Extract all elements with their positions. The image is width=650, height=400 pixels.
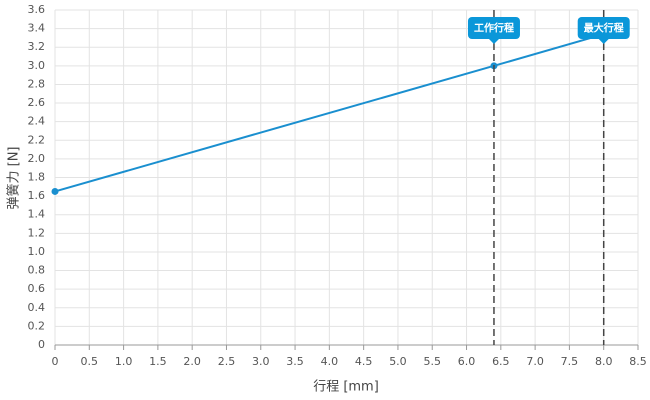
annotation-pointer bbox=[488, 39, 499, 44]
x-tick-label: 6.5 bbox=[492, 355, 510, 368]
annotation-label: 工作行程 bbox=[467, 17, 520, 44]
x-tick-label: 4.5 bbox=[355, 355, 373, 368]
x-tick-label: 2.5 bbox=[218, 355, 236, 368]
x-tick-label: 7.0 bbox=[526, 355, 544, 368]
x-tick-label: 2.0 bbox=[183, 355, 201, 368]
y-tick-label: 0.8 bbox=[28, 264, 46, 277]
x-axis-title: 行程 [mm] bbox=[313, 380, 379, 395]
y-tick-label: 1.8 bbox=[28, 171, 46, 184]
y-tick-label: 2.2 bbox=[28, 133, 46, 146]
x-tick-label: 7.5 bbox=[561, 355, 579, 368]
y-tick-label: 0.6 bbox=[28, 282, 46, 295]
y-axis-title: 弹簧力 [N] bbox=[6, 146, 22, 209]
x-tick-label: 8.0 bbox=[595, 355, 613, 368]
y-tick-label: 2.6 bbox=[28, 96, 46, 109]
y-tick-label: 3.2 bbox=[28, 40, 46, 53]
y-tick-label: 2.4 bbox=[28, 115, 46, 128]
y-tick-label: 0 bbox=[38, 338, 45, 351]
y-tick-label: 3.6 bbox=[28, 3, 46, 16]
y-tick-label: 0.4 bbox=[28, 301, 46, 314]
x-tick-label: 4.0 bbox=[321, 355, 339, 368]
x-tick-label: 3.5 bbox=[286, 355, 304, 368]
y-tick-label: 1.6 bbox=[28, 189, 46, 202]
annotation-pointer bbox=[598, 39, 609, 44]
y-tick-label: 1.2 bbox=[28, 226, 46, 239]
annotation-label: 最大行程 bbox=[577, 17, 630, 44]
y-tick-label: 2.0 bbox=[28, 152, 46, 165]
x-tick-label: 1.0 bbox=[115, 355, 133, 368]
y-tick-label: 1.0 bbox=[28, 245, 46, 258]
x-tick-label: 6.0 bbox=[458, 355, 476, 368]
x-tick-label: 0 bbox=[52, 355, 59, 368]
annotation-text: 最大行程 bbox=[584, 22, 624, 35]
x-tick-label: 1.5 bbox=[149, 355, 167, 368]
x-tick-label: 8.5 bbox=[629, 355, 647, 368]
y-tick-label: 2.8 bbox=[28, 77, 46, 90]
x-tick-label: 0.5 bbox=[81, 355, 99, 368]
y-tick-label: 0.2 bbox=[28, 319, 46, 332]
y-tick-label: 1.4 bbox=[28, 208, 46, 221]
x-tick-label: 3.0 bbox=[252, 355, 270, 368]
y-tick-label: 3.4 bbox=[28, 22, 46, 35]
annotation-box bbox=[467, 17, 520, 39]
data-point bbox=[51, 187, 59, 195]
x-tick-label: 5.5 bbox=[423, 355, 441, 368]
x-tick-label: 5.0 bbox=[389, 355, 407, 368]
annotation-text: 工作行程 bbox=[474, 22, 514, 35]
y-tick-label: 3.0 bbox=[28, 59, 46, 72]
annotation-box bbox=[577, 17, 630, 39]
